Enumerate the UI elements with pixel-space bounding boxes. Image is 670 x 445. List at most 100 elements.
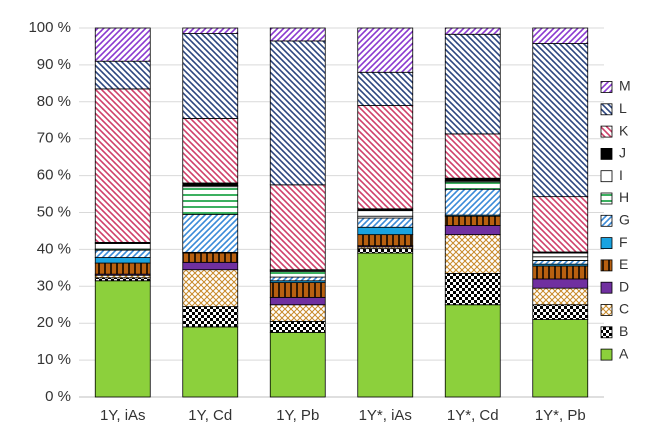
bar-segment xyxy=(94,243,151,250)
bar-segment xyxy=(182,118,239,184)
bar-segment xyxy=(444,215,501,226)
bar-segment xyxy=(444,188,501,216)
bar-segment xyxy=(357,248,414,254)
bar-segment xyxy=(269,184,326,271)
bar-segment xyxy=(444,33,501,135)
legend-swatch xyxy=(600,304,613,316)
bar-segment xyxy=(269,40,326,186)
y-tick-label: 100 % xyxy=(28,19,71,36)
bar-segment xyxy=(182,326,239,398)
bar-segment xyxy=(182,252,239,263)
bar-segment xyxy=(357,105,414,210)
y-tick-label: 60 % xyxy=(37,167,71,184)
x-tick-label: 1Y, iAs xyxy=(100,407,146,424)
bar-segment xyxy=(532,27,589,44)
bar-segment xyxy=(532,319,589,398)
bar-segment xyxy=(357,27,414,73)
bar-segment xyxy=(94,88,151,243)
bar-segment xyxy=(269,332,326,398)
legend-label: D xyxy=(619,278,629,294)
bar-segment xyxy=(269,320,326,333)
bar-segment xyxy=(94,262,151,275)
legend-label: J xyxy=(619,145,626,161)
legend-swatch xyxy=(600,81,613,93)
bar-segment xyxy=(94,280,151,398)
bar-segment xyxy=(532,304,589,320)
y-tick-label: 20 % xyxy=(37,314,71,331)
legend-label: G xyxy=(619,212,630,228)
bar-segment xyxy=(182,269,239,307)
bar-segment xyxy=(182,306,239,328)
legend-label: A xyxy=(619,345,629,361)
bar-segment xyxy=(532,43,589,198)
bar-segment xyxy=(532,278,589,289)
bar-segment xyxy=(532,287,589,306)
legend-label: L xyxy=(619,100,627,116)
bar-segment xyxy=(357,217,414,228)
legend-swatch xyxy=(600,125,613,138)
bar-segment xyxy=(94,277,151,282)
legend-label: C xyxy=(619,301,629,317)
bar-segment xyxy=(444,234,501,274)
y-tick-label: 90 % xyxy=(37,56,71,73)
bar-segment xyxy=(532,252,589,258)
legend-swatch xyxy=(600,170,613,183)
bar-segment xyxy=(444,27,501,35)
bar-segment xyxy=(94,249,151,258)
y-tick-label: 50 % xyxy=(37,203,71,220)
bar-segment xyxy=(532,196,589,253)
bar-segment xyxy=(269,282,326,298)
bar-segment xyxy=(269,276,326,282)
legend-label: K xyxy=(619,122,629,138)
bar-segment xyxy=(532,260,589,265)
bar-segment xyxy=(357,252,414,398)
bar-segment xyxy=(357,226,414,236)
legend-swatch xyxy=(600,237,613,250)
y-tick-label: 40 % xyxy=(37,240,71,257)
x-tick-label: 1Y*, Pb xyxy=(535,407,586,424)
y-tick-label: 10 % xyxy=(37,351,71,368)
bar-segment xyxy=(532,256,589,261)
x-tick-label: 1Y*, Cd xyxy=(447,407,499,424)
bar-segment xyxy=(357,71,414,106)
bar-segment xyxy=(182,213,239,253)
legend-swatch xyxy=(600,348,613,361)
bar-segment xyxy=(532,265,589,280)
legend-label: F xyxy=(619,234,628,250)
bar-segment xyxy=(182,261,239,271)
bar-segment xyxy=(269,27,326,42)
y-tick-label: 0 % xyxy=(45,388,71,405)
y-tick-label: 70 % xyxy=(37,130,71,147)
legend-label: H xyxy=(619,189,629,205)
legend-label: B xyxy=(619,323,628,339)
bar-segment xyxy=(94,257,151,264)
legend-swatch xyxy=(600,214,613,227)
bar-segment xyxy=(269,271,326,278)
x-tick-label: 1Y*, iAs xyxy=(359,407,412,424)
legend-swatch xyxy=(600,281,613,294)
bar-segment xyxy=(269,304,326,322)
bar-segment xyxy=(269,296,326,306)
bar-segment xyxy=(444,181,501,190)
bar-segment xyxy=(444,272,501,306)
bar-segment xyxy=(444,304,501,398)
legend-swatch xyxy=(600,326,613,339)
legend-label: E xyxy=(619,256,628,272)
bar-segment xyxy=(357,234,414,247)
legend-swatch xyxy=(600,103,613,116)
bar-segment xyxy=(182,186,239,215)
legend-swatch xyxy=(600,259,613,272)
bar-segment xyxy=(182,27,239,34)
x-tick-label: 1Y, Pb xyxy=(276,407,319,424)
legend-label: M xyxy=(619,78,631,94)
bar-segment xyxy=(444,225,501,236)
x-tick-label: 1Y, Cd xyxy=(188,407,232,424)
legend-label: I xyxy=(619,167,623,183)
y-tick-label: 30 % xyxy=(37,277,71,294)
bar-segment xyxy=(182,33,239,119)
legend-swatch xyxy=(600,192,613,205)
y-tick-label: 80 % xyxy=(37,93,71,110)
bar-segment xyxy=(444,133,501,179)
